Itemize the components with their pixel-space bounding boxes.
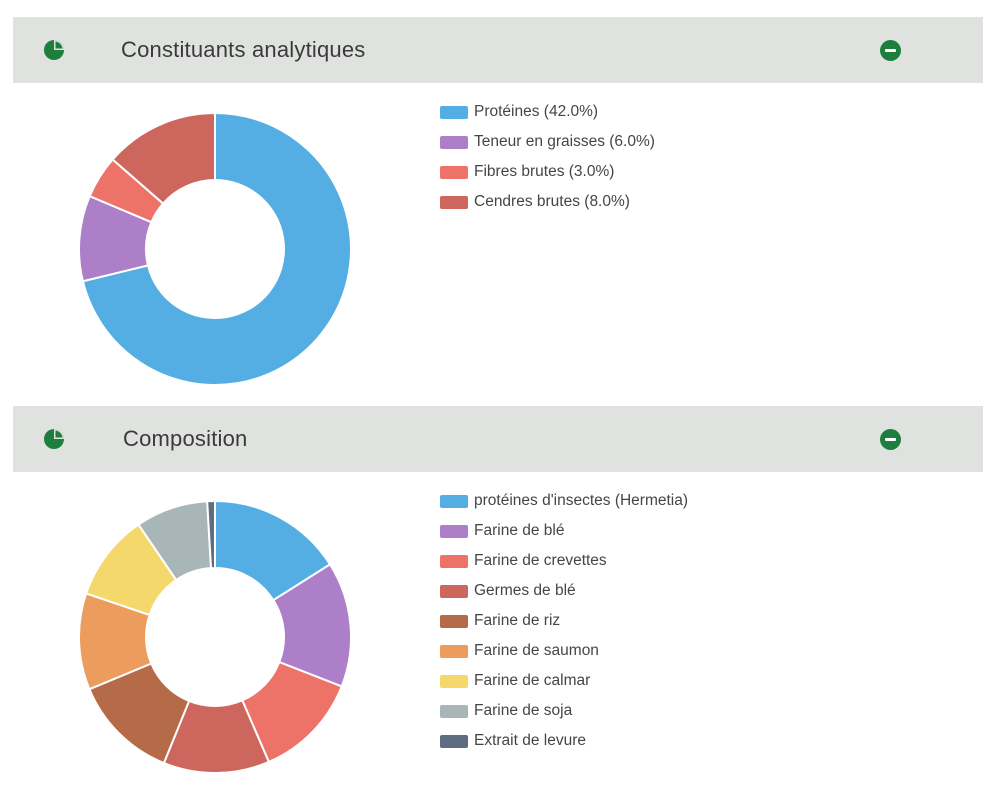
legend-label: Farine de saumon [474, 642, 599, 659]
legend-item[interactable]: Farine de saumon [440, 636, 688, 666]
legend-swatch [440, 524, 468, 538]
legend-label: Farine de calmar [474, 672, 591, 689]
donut-chart-constituants [78, 111, 352, 386]
minus-circle-icon[interactable] [880, 40, 901, 61]
legend-label: Protéines (42.0%) [474, 103, 599, 120]
legend-constituants: Protéines (42.0%) Teneur en graisses (6.… [440, 97, 655, 217]
legend-swatch [440, 494, 468, 508]
legend-swatch [440, 614, 468, 628]
legend-item[interactable]: Extrait de levure [440, 726, 688, 756]
legend-label: protéines d'insectes (Hermetia) [474, 492, 689, 509]
legend-label: Fibres brutes (3.0%) [474, 163, 615, 180]
legend-item[interactable]: Farine de calmar [440, 666, 688, 696]
donut-slice-proteines[interactable] [81, 111, 352, 386]
legend-item[interactable]: Germes de blé [440, 576, 688, 606]
donut-chart-composition [78, 499, 352, 774]
legend-item[interactable]: Farine de crevettes [440, 546, 688, 576]
minus-circle-icon[interactable] [880, 429, 901, 450]
legend-label: Germes de blé [474, 582, 576, 599]
panel-title: Composition [123, 426, 248, 451]
pie-chart-icon [44, 40, 64, 60]
legend-label: Farine de riz [474, 612, 561, 629]
legend-swatch [440, 644, 468, 658]
legend-swatch [440, 135, 468, 149]
legend-swatch [440, 734, 468, 748]
legend-swatch [440, 165, 468, 179]
legend-label: Cendres brutes (8.0%) [474, 193, 630, 210]
legend-composition: protéines d'insectes (Hermetia) Farine d… [440, 486, 688, 756]
legend-item[interactable]: Fibres brutes (3.0%) [440, 157, 655, 187]
legend-label: Farine de soja [474, 702, 573, 719]
legend-label: Farine de crevettes [474, 552, 607, 569]
legend-item[interactable]: Farine de riz [440, 606, 688, 636]
donut-slice-extrait-de-levure[interactable] [206, 499, 216, 570]
legend-swatch [440, 105, 468, 119]
legend-label: Teneur en graisses (6.0%) [474, 133, 655, 150]
legend-swatch [440, 704, 468, 718]
legend-item[interactable]: Farine de soja [440, 696, 688, 726]
legend-label: Farine de blé [474, 522, 565, 539]
pie-chart-icon [44, 429, 64, 449]
legend-swatch [440, 195, 468, 209]
legend-swatch [440, 554, 468, 568]
legend-item[interactable]: Farine de blé [440, 516, 688, 546]
donut-slice-cendres-brutes[interactable] [111, 111, 216, 205]
panel-title: Constituants analytiques [121, 37, 366, 62]
legend-item[interactable]: Teneur en graisses (6.0%) [440, 127, 655, 157]
panel-header-constituants: Constituants analytiques [13, 17, 983, 83]
legend-item[interactable]: protéines d'insectes (Hermetia) [440, 486, 688, 516]
legend-item[interactable]: Cendres brutes (8.0%) [440, 187, 655, 217]
legend-item[interactable]: Protéines (42.0%) [440, 97, 655, 127]
legend-swatch [440, 584, 468, 598]
legend-label: Extrait de levure [474, 732, 586, 749]
legend-swatch [440, 674, 468, 688]
panel-header-composition: Composition [13, 406, 983, 472]
